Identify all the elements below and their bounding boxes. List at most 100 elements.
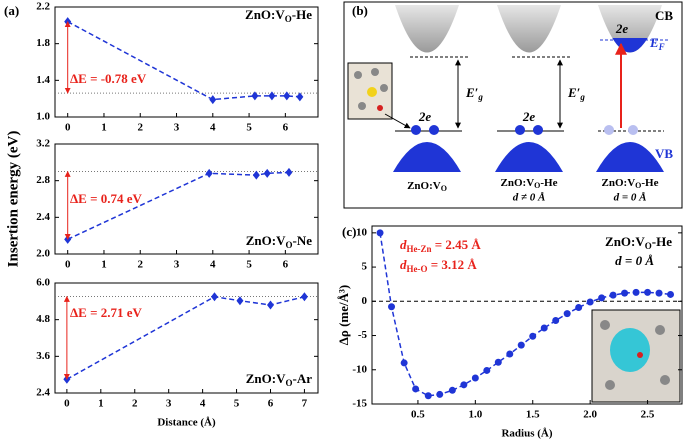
conduction-band <box>395 5 459 53</box>
x-tick-label: 2.5 <box>641 409 655 421</box>
title-part: -Ar <box>293 371 313 386</box>
conduction-band <box>497 5 561 53</box>
x-tick-label: 6 <box>283 259 289 271</box>
x-tick-label: 2 <box>137 122 143 134</box>
band-diagram: E′g E′g CB VB EF 2e 2e 2e ZnO:VO ZnO:VO-… <box>343 1 683 209</box>
point <box>494 358 502 366</box>
y-axis-label: Insertion energy (eV) <box>5 131 21 268</box>
annotation: dHe-O = 3.12 Å <box>400 257 477 274</box>
annotation: ΔE = 0.74 eV <box>70 191 142 206</box>
point <box>471 374 479 382</box>
electron <box>515 125 525 135</box>
plot-frame <box>54 6 319 118</box>
title-part: O <box>645 241 652 251</box>
x-tick-label: 5 <box>246 259 252 271</box>
x-tick-label: 1.0 <box>468 409 482 421</box>
electron <box>533 125 543 135</box>
x-tick-label: 2.0 <box>583 409 597 421</box>
chart-title: ZnO:VO-Ne <box>246 233 312 250</box>
atom <box>600 320 610 330</box>
point <box>552 316 560 324</box>
point <box>400 359 408 367</box>
annotation-part: d <box>400 237 407 252</box>
atom <box>358 102 366 110</box>
panel-label: (c) <box>342 224 356 239</box>
annotation-part: He-O <box>407 264 428 274</box>
x-tick-label: 2 <box>137 259 143 271</box>
point <box>376 229 384 237</box>
column-label: ZnO:VO <box>407 180 447 193</box>
annotation: ΔE = 2.71 eV <box>70 305 142 320</box>
point <box>644 288 652 296</box>
series-line <box>67 21 300 101</box>
x-axis-label: Radius (Å) <box>501 428 552 440</box>
point <box>388 303 396 311</box>
annotation: ΔE = -0.78 eV <box>70 71 147 86</box>
title-part: -He <box>652 234 672 249</box>
title-part: -He <box>292 7 312 22</box>
point <box>632 288 640 296</box>
title-part: O <box>285 378 292 388</box>
plot-frame <box>371 225 683 405</box>
point <box>283 91 291 101</box>
point <box>655 289 663 297</box>
point <box>540 324 548 332</box>
frame <box>343 1 683 209</box>
atom <box>380 84 388 92</box>
point <box>268 91 276 101</box>
point <box>209 95 217 105</box>
electron <box>411 125 421 135</box>
atom <box>655 325 665 335</box>
point <box>586 298 594 306</box>
annotation-part: = 2.45 Å <box>432 237 482 252</box>
y-tick-label: 2.2 <box>36 1 50 13</box>
chart-title: ZnO:VO-He <box>245 7 312 24</box>
y-tick-label: 0 <box>362 295 368 307</box>
electron <box>628 125 638 135</box>
chart-title: ZnO:VO-He <box>605 234 672 251</box>
x-tick-label: 4 <box>210 259 216 271</box>
y-tick-label: -15 <box>352 398 367 410</box>
x-tick-label: 6 <box>283 122 289 134</box>
atom <box>637 352 643 358</box>
chart-subtitle: d = 0 Å <box>615 253 654 268</box>
point <box>210 292 218 302</box>
point <box>609 291 617 299</box>
point <box>563 310 571 318</box>
x-tick-label: 4 <box>200 398 206 410</box>
electron-label: 2e <box>615 21 629 36</box>
electron-label: 2e <box>522 109 536 124</box>
plot-frame <box>54 143 319 255</box>
point <box>575 303 583 311</box>
annotation-part: = 3.12 Å <box>428 257 478 272</box>
pointer <box>384 113 411 129</box>
title-part: -Ne <box>293 233 313 248</box>
point <box>529 332 537 340</box>
x-tick-label: 0.5 <box>411 409 425 421</box>
vb-label: VB <box>655 146 673 161</box>
y-axis-label: Δρ (me/Å³) <box>336 285 351 346</box>
x-tick-label: 7 <box>302 398 308 410</box>
point <box>300 292 308 302</box>
point <box>483 366 491 374</box>
x-tick-label: 0 <box>65 259 71 271</box>
cb-label: CB <box>655 8 673 23</box>
point <box>436 390 444 398</box>
y-tick-label: 10 <box>356 226 368 238</box>
column-label: ZnO:VO-He <box>602 177 659 190</box>
title-part: ZnO:V <box>246 371 286 386</box>
x-tick-label: 0 <box>64 398 70 410</box>
point <box>266 300 274 310</box>
atom <box>660 375 670 385</box>
x-tick-label: 1 <box>101 259 107 271</box>
plot-frame <box>54 282 319 394</box>
x-tick-label: 5 <box>234 398 240 410</box>
x-tick-label: 6 <box>268 398 274 410</box>
point <box>506 350 514 358</box>
panel-label: (a) <box>4 3 19 18</box>
x-tick-label: 5 <box>246 122 252 134</box>
y-tick-label: 2.0 <box>36 248 50 260</box>
title-part: ZnO:V <box>605 234 645 249</box>
x-tick-label: 1 <box>98 398 104 410</box>
